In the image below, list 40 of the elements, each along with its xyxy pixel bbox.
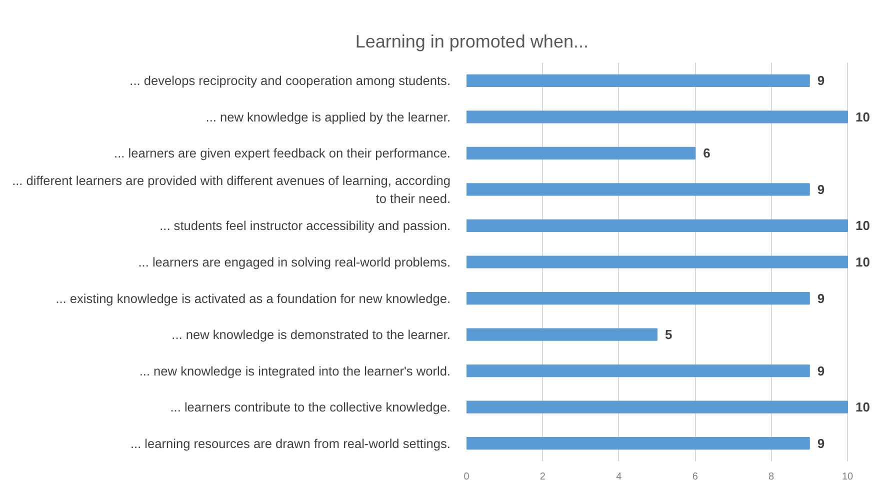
- data-label: 6: [703, 146, 710, 161]
- bar: [466, 328, 658, 341]
- y-tick-label: ... students feel instructor accessibility and passion.: [160, 218, 451, 234]
- y-tick-label: ... new knowledge is integrated into the learner's world.: [139, 363, 451, 378]
- bar: [466, 292, 810, 305]
- bar: [466, 146, 696, 160]
- bar: [466, 437, 810, 450]
- data-label: 9: [817, 182, 825, 197]
- data-label: 10: [856, 218, 870, 234]
- data-label: 10: [856, 400, 870, 415]
- y-tick-label: ... new knowledge is applied by the learner.: [206, 109, 451, 124]
- x-tick-label: 8: [768, 472, 775, 482]
- data-label: 9: [817, 363, 825, 378]
- x-tick-label: 6: [692, 472, 698, 482]
- y-tick-label: ... learners are engaged in solving real-world problems.: [138, 254, 451, 270]
- x-tick-label: 0: [464, 472, 470, 482]
- bar: [466, 74, 810, 87]
- y-tick-label: ... develops reciprocity and cooperation among students.: [130, 73, 451, 88]
- y-tick-label: ... learners are given expert feedback on their performance.: [114, 146, 451, 161]
- y-tick-label: ... learners contribute to the collective knowledge.: [170, 400, 451, 415]
- y-tick-label: ... new knowledge is demonstrated to the learner.: [172, 327, 451, 342]
- bar: [466, 110, 848, 124]
- chart-title: Learning in promoted when...: [355, 32, 588, 52]
- bar: [466, 183, 810, 196]
- x-tick-label: 2: [540, 472, 546, 482]
- data-label: 9: [817, 73, 825, 88]
- data-label: 10: [856, 254, 870, 270]
- y-tick-label: ... different learners are provided with different avenues of learning, according to their need.: [12, 172, 451, 206]
- y-tick-label: ... existing knowledge is activated as a foundation for new knowledge.: [56, 290, 450, 306]
- bar: [466, 256, 848, 268]
- bar: [466, 219, 848, 232]
- data-label: 5: [665, 327, 672, 342]
- data-label: 9: [817, 436, 825, 451]
- y-tick-label: ... learning resources are drawn from real-world settings.: [130, 436, 451, 451]
- data-label: 9: [817, 290, 825, 306]
- data-label: 10: [856, 109, 870, 124]
- bar: [466, 400, 848, 414]
- bar: [466, 364, 810, 378]
- x-tick-label: 4: [616, 472, 622, 482]
- x-tick-label: 10: [842, 472, 854, 482]
